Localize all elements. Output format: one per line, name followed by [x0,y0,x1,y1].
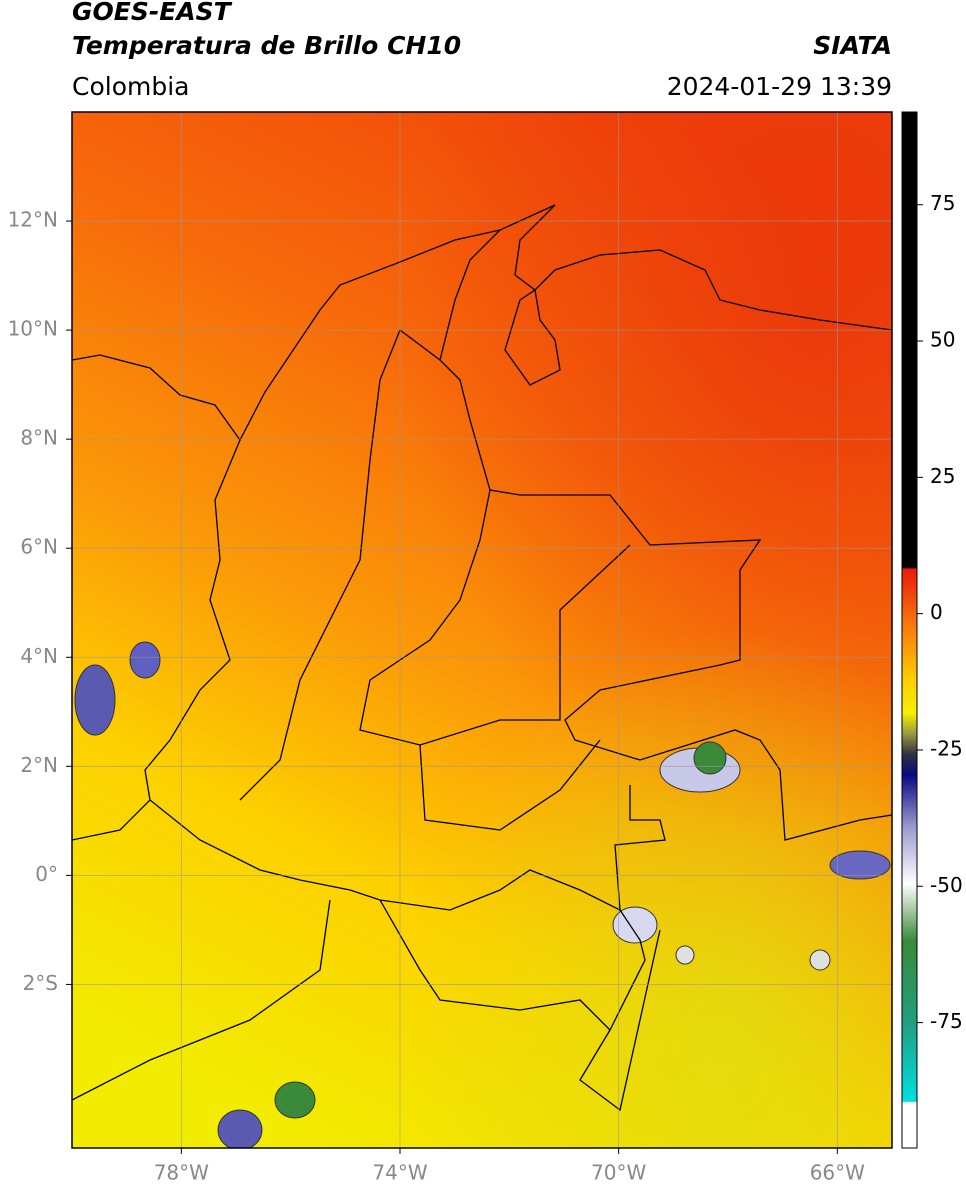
y-tick-label: 6°N [20,535,58,559]
map-frame [71,111,893,1149]
colorbar-tick-label: 75 [930,191,955,215]
x-tick-label: 70°W [591,1161,646,1185]
y-tick-label: 0° [35,862,58,886]
colorbar-tick-label: 50 [930,328,955,352]
x-tick-label: 66°W [810,1161,865,1185]
y-tick-label: 4°N [20,644,58,668]
datetime: 2024-01-29 13:39 [667,72,892,101]
borders [72,204,892,1112]
y-tick-label: 2°N [20,753,58,777]
y-tick-label: 2°S [23,971,58,995]
colorbar-tick-label: -75 [930,1009,963,1033]
map-image [72,112,892,1148]
region: Colombia [72,72,189,101]
institution: SIATA [813,31,892,60]
colorbar-tick-label: -50 [930,873,963,897]
graticule [72,112,892,1148]
satellite: GOES-EAST [72,0,233,26]
colorbar [901,111,918,1149]
clouds [74,641,891,1148]
colorbar-tick-label: 25 [930,464,955,488]
colorbar-tick-label: -25 [930,736,963,760]
y-tick-label: 8°N [20,426,58,450]
colorbar-tick-label: 0 [930,600,943,624]
y-tick-label: 10°N [8,317,58,341]
product: Temperatura de Brillo CH10 [72,31,461,60]
x-tick-label: 78°W [154,1161,209,1185]
x-tick-label: 74°W [372,1161,427,1185]
y-tick-label: 12°N [8,208,58,232]
